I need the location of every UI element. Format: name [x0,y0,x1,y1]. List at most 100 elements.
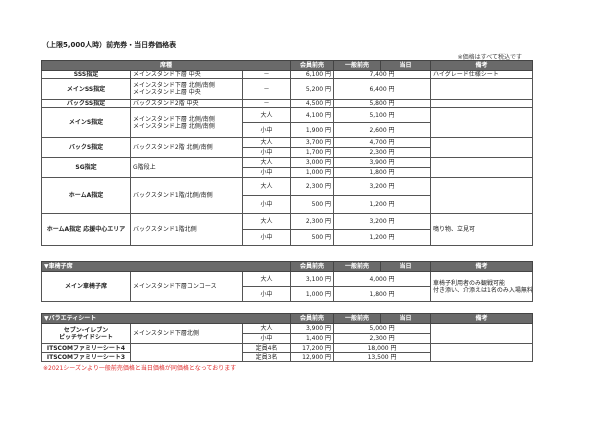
seat-name: メインSS指定 [41,78,131,100]
seat-name: メイン車椅子席 [41,271,131,302]
member-price: 500 円 [290,229,334,246]
general-price: 1,200 円 [333,229,431,246]
header-remarks: 備考 [430,313,534,324]
general-price: 2,300 円 [333,333,432,344]
section-wheelchair: ▼車椅子席 [40,261,292,272]
tax-note: ※価格はすべて税込です [457,54,522,61]
seat-name: ITSCOMファミリーシート3 [41,352,131,362]
ticket-type: 小中 [242,167,291,178]
seat-location: メインスタンド下層 北側/南側 メインスタンド上層 中央 [130,78,243,100]
member-price: 5,200 円 [290,78,334,100]
seat-name: バックSS指定 [41,99,131,108]
member-price: 3,100 円 [290,271,335,287]
footnote: ※2021シーズンより一般前売価格と当日価格が同価格となっております [43,365,237,372]
ticket-type: 大人 [241,323,292,334]
page-title: （上限5,000人時）前売券・当日券価格表 [42,41,177,49]
remarks: 鳴り物、立見可 [430,213,533,246]
location-line: バックスタンド1階北側 [133,226,197,233]
seat-name: ITSCOMファミリーシート4 [41,343,131,353]
seat-location: メインスタンド下層コンコース [130,271,243,302]
wheelchair-table: ▼車椅子席 会員前売 一般前売 当日 備考 メイン車椅子席 メインスタンド下層コンコース大… [40,261,534,302]
remarks [430,137,533,158]
table-row: 小中 500 円 1,200 円 [42,195,533,214]
location-line: バックスタンド2階 北側/南側 [133,144,213,151]
remarks: ハイグレード仕様シート [430,70,533,79]
general-price: 1,200 円 [333,195,431,214]
general-price: 7,400 円 [333,70,431,79]
table-row: バックSS指定 バックスタンド2階 中央 － 4,500 円 5,800 円 [41,99,533,108]
variety-table: ▼バラエティシート 会員前売 一般前売 当日 備考 セブン-イレブン ピッチサイドシートメ… [40,313,534,362]
member-price: 2,300 円 [290,177,334,196]
header-member: 会員前売 [290,261,335,272]
location-line: メインスタンド下層 北側/南側 [133,115,215,123]
general-price: 3,200 円 [333,177,431,196]
general-price: 5,800 円 [333,99,431,108]
header-dayof: 当日 [380,261,432,272]
member-price: 6,100 円 [290,70,334,79]
ticket-type: 定員3名 [241,352,292,362]
remarks: 車椅子利用者のみ観戦可能 付き添い、介添えは1名のみ入場無料 [430,271,534,302]
ticket-type: 小中 [241,286,292,302]
member-price: 500 円 [290,195,334,214]
general-price: 1,800 円 [333,286,432,302]
seat-location: バックスタンド1階/北側/南側 [130,177,243,214]
remarks [430,177,533,214]
ticket-type: 小中 [242,147,291,158]
ticket-type: 大人 [242,107,291,123]
ticket-type: 小中 [242,122,291,138]
general-price: 5,000 円 [333,323,432,334]
location-line: メインスタンド下層 北側/南側 [133,82,215,89]
main-price-table: 席種 会員前売 一般前売 当日 備考 SSS指定 メインスタンド下層 中央－ 6,100 円… [41,60,533,246]
remark-line: 車椅子利用者のみ観戦可能 [433,279,506,287]
ticket-type: 小中 [241,333,292,344]
seat-name-line: ピッチサイドシート [58,333,113,341]
remarks [430,107,533,138]
header-member: 会員前売 [290,313,335,324]
ticket-type: 大人 [242,177,291,196]
member-price: 1,000 円 [290,286,335,302]
general-price: 3,200 円 [333,213,431,230]
remarks [430,157,533,178]
seat-name: バックS指定 [41,137,131,158]
member-price: 17,200 円 [290,343,335,353]
table-row: バックS指定 バックスタンド2階 北側/南側 大人 3,700 円 4,700 円 [41,137,533,158]
remarks [430,323,534,344]
table-row: メインS指定 メインスタンド下層 北側/南側 メインスタンド上層 北側/南側 大人 4,… [41,107,533,138]
location-line: メインスタンド上層 中央 [133,89,201,96]
table-row: メインSS指定 メインスタンド下層 北側/南側 メインスタンド上層 中央－ 5,200… [41,78,533,100]
ticket-type: 定員4名 [241,343,292,353]
seat-name: ホームA指定 [41,177,131,214]
ticket-type: 小中 [242,195,291,214]
remarks [430,99,533,108]
ticket-type: － [242,99,291,108]
header-seat: 席種 [41,60,291,71]
member-price: 12,900 円 [290,352,335,362]
ticket-type: 大人 [242,213,291,230]
seat-name: SG指定 [41,157,131,178]
ticket-type: － [242,70,291,79]
member-price: 2,300 円 [290,213,334,230]
table-row: SSS指定 メインスタンド下層 中央 － 6,100 円 7,400 円ハイグレード仕様… [41,70,533,79]
seat-location: G階段上 [130,157,243,178]
seat-location: メインスタンド下層北側 [130,323,243,344]
general-price: 2,300 円 [333,147,431,158]
remarks [430,78,533,100]
member-price: 1,000 円 [290,167,334,178]
member-price: 4,100 円 [290,107,334,123]
seat-location: メインスタンド下層 中央 [130,70,243,79]
member-price: 1,700 円 [290,147,334,158]
ticket-type: 大人 [241,271,292,287]
member-price: 3,000 円 [290,157,334,168]
general-price: 4,700 円 [333,137,431,148]
seat-name-line: セブン-イレブン [63,326,109,334]
table-row: ホームA指定 応援中心エリア バックスタンド1階北側 大人 2,300 円 3,200 … [41,213,533,246]
general-price: 13,500 円 [333,352,432,362]
table-row: ホームA指定 バックスタンド1階/北側/南側 大人 2,300 円 3,200 円 [41,177,533,214]
seat-location: バックスタンド2階 中央 [130,99,243,108]
seat-location: メインスタンド下層 北側/南側 メインスタンド上層 北側/南側 [130,107,243,138]
header-remarks: 備考 [430,60,533,71]
header-remarks: 備考 [430,261,534,272]
header-dayof: 当日 [380,60,431,71]
location-line: メインスタンド上層 北側/南側 [133,122,215,130]
seat-name: メインS指定 [41,107,131,138]
